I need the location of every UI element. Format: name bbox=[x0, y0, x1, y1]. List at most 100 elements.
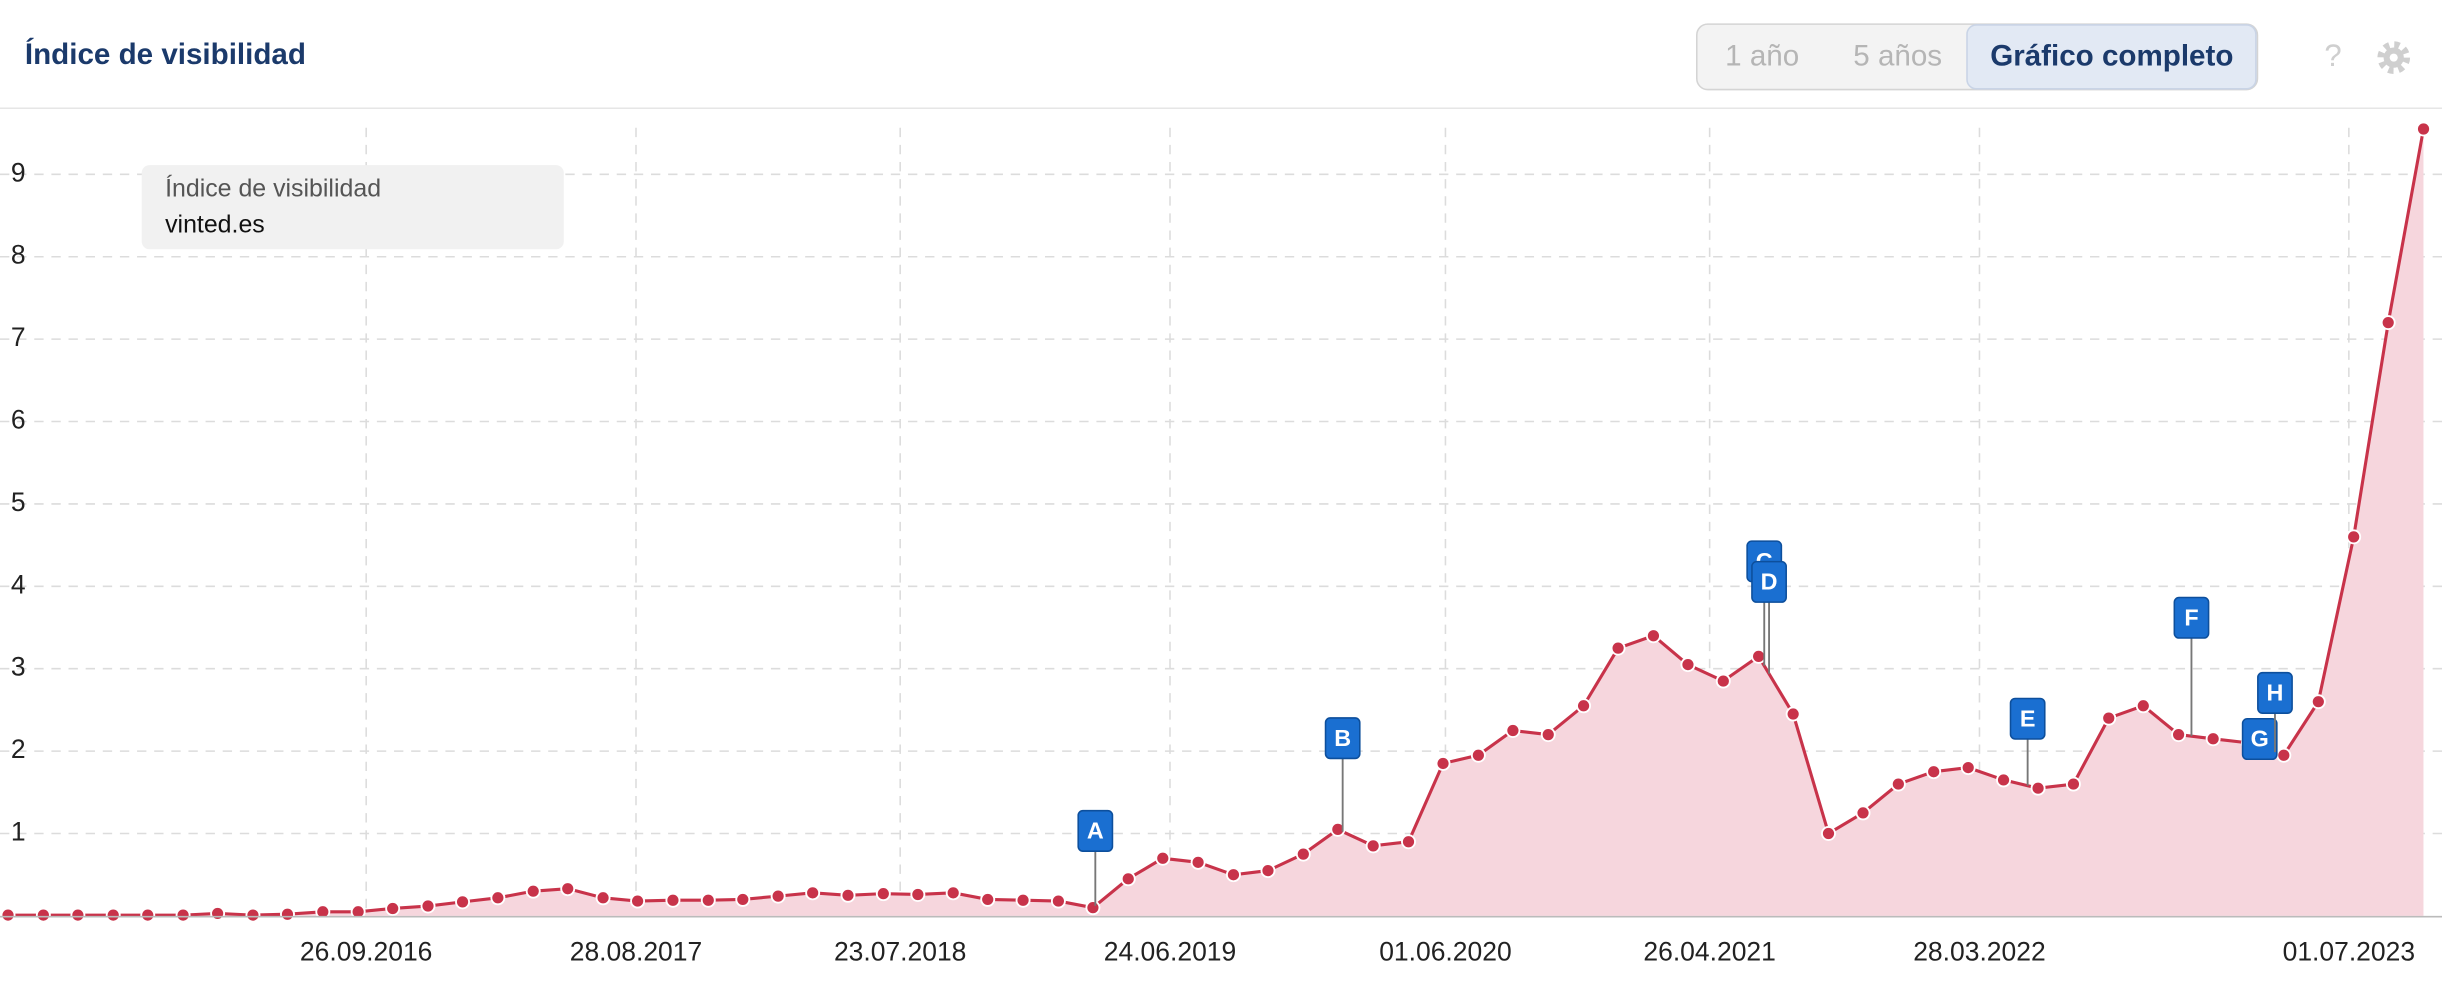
annotation-box[interactable] bbox=[2241, 717, 2278, 761]
annotation-box[interactable] bbox=[2173, 596, 2210, 639]
data-point bbox=[2310, 694, 2326, 710]
data-point bbox=[1435, 755, 1451, 771]
data-point bbox=[1365, 838, 1381, 854]
data-point bbox=[840, 887, 856, 903]
data-point bbox=[700, 892, 716, 908]
y-tick-label: 5 bbox=[11, 487, 26, 517]
y-tick-label: 1 bbox=[11, 817, 26, 847]
data-point bbox=[1821, 826, 1836, 841]
data-point bbox=[2171, 727, 2187, 743]
gear-hole bbox=[2389, 53, 2398, 62]
legend-entry: vinted.es bbox=[165, 210, 265, 238]
data-point bbox=[1576, 698, 1592, 714]
x-tick-label: 23.07.2018 bbox=[834, 936, 966, 966]
help-icon[interactable]: ? bbox=[2324, 38, 2341, 73]
y-tick-label: 8 bbox=[11, 240, 26, 270]
data-point bbox=[1505, 723, 1521, 738]
data-point bbox=[1050, 893, 1066, 909]
data-point bbox=[1260, 863, 1276, 879]
data-point bbox=[315, 904, 331, 920]
data-point bbox=[1855, 805, 1871, 821]
y-tick-label: 2 bbox=[11, 734, 26, 764]
y-tick-label: 4 bbox=[11, 569, 26, 599]
data-point bbox=[455, 894, 471, 910]
y-tick-label: 6 bbox=[11, 405, 26, 435]
data-point bbox=[1785, 706, 1801, 722]
data-point bbox=[1926, 764, 1942, 780]
data-point bbox=[1085, 900, 1101, 916]
data-point bbox=[175, 907, 191, 923]
range-button[interactable]: 5 años bbox=[1853, 39, 1942, 72]
data-point bbox=[140, 907, 156, 923]
data-point bbox=[2205, 731, 2221, 747]
x-tick-label: 24.06.2019 bbox=[1104, 936, 1236, 966]
data-point bbox=[1295, 846, 1311, 862]
data-point bbox=[595, 890, 611, 906]
y-tick-label: 9 bbox=[11, 157, 26, 187]
x-tick-label: 28.08.2017 bbox=[570, 936, 702, 966]
annotation-box[interactable] bbox=[1324, 717, 1361, 760]
annotation-label[interactable]: A bbox=[1087, 818, 1104, 844]
y-tick-label: 7 bbox=[11, 322, 26, 352]
annotation-label[interactable]: G bbox=[2251, 726, 2269, 752]
data-point bbox=[1540, 727, 1556, 743]
y-tick-label: 3 bbox=[11, 652, 26, 682]
annotation-box[interactable] bbox=[1077, 809, 1114, 852]
x-tick-label: 28.03.2022 bbox=[1913, 936, 2045, 966]
data-point bbox=[1751, 648, 1767, 664]
data-point bbox=[280, 906, 295, 922]
annotation-label[interactable]: F bbox=[2184, 605, 2198, 631]
data-point bbox=[1715, 673, 1731, 689]
x-tick-label: 01.07.2023 bbox=[2283, 936, 2415, 966]
x-tick-label: 26.09.2016 bbox=[300, 936, 432, 966]
annotation-label[interactable]: B bbox=[1334, 725, 1351, 751]
annotation-box[interactable] bbox=[1751, 560, 1787, 603]
button-group: 1 año 5 años Gráfico completo bbox=[1696, 23, 2259, 91]
header-title: Índice de visibilidad bbox=[25, 37, 306, 71]
range-button[interactable]: Gráfico completo bbox=[1990, 39, 2233, 72]
data-point bbox=[1645, 628, 1661, 644]
data-point bbox=[105, 907, 121, 923]
data-point bbox=[1960, 760, 1976, 776]
data-point bbox=[35, 907, 51, 923]
data-point bbox=[245, 907, 261, 923]
data-point bbox=[2101, 710, 2117, 726]
data-point bbox=[560, 881, 576, 897]
data-point bbox=[2346, 529, 2362, 545]
area bbox=[8, 128, 2424, 916]
annotation-label[interactable]: E bbox=[2020, 705, 2036, 731]
range-button[interactable]: 1 año bbox=[1725, 39, 1799, 72]
data-point bbox=[2065, 776, 2081, 792]
data-point bbox=[1890, 776, 1906, 792]
data-point bbox=[630, 893, 646, 909]
annotation-box[interactable] bbox=[2257, 671, 2293, 714]
annotation-box[interactable] bbox=[2009, 697, 2046, 740]
data-point bbox=[1120, 871, 1136, 887]
data-point bbox=[70, 907, 86, 923]
legend: Índice de visibilidad vinted.es bbox=[141, 165, 564, 250]
data-point bbox=[2135, 698, 2151, 714]
data-point bbox=[1225, 867, 1241, 883]
data-point bbox=[2380, 315, 2396, 331]
settings-icon[interactable] bbox=[2377, 41, 2411, 74]
data-point bbox=[1190, 854, 1206, 870]
data-point bbox=[1996, 772, 2012, 788]
data-point bbox=[1470, 747, 1486, 763]
data-point bbox=[945, 885, 961, 901]
data-point bbox=[875, 886, 891, 902]
data-point bbox=[525, 883, 541, 899]
plot: 1 2 3 4 5 6 7 8 9 26.09.2016 28.08.2017 23.07.2018 2… bbox=[0, 121, 2442, 966]
data-point bbox=[665, 892, 681, 908]
data-point bbox=[210, 905, 226, 921]
data-point bbox=[1680, 657, 1696, 673]
data-point bbox=[1015, 892, 1031, 908]
data-point bbox=[350, 904, 366, 920]
data-point bbox=[980, 891, 996, 907]
annotation-label[interactable]: D bbox=[1761, 569, 1778, 595]
data-point bbox=[2030, 780, 2046, 796]
x-tick-label: 01.06.2020 bbox=[1379, 936, 1511, 966]
data-point bbox=[2416, 121, 2432, 137]
annotation-label[interactable]: H bbox=[2267, 680, 2284, 706]
data-point bbox=[770, 888, 786, 904]
legend-title: Índice de visibilidad bbox=[165, 174, 381, 203]
